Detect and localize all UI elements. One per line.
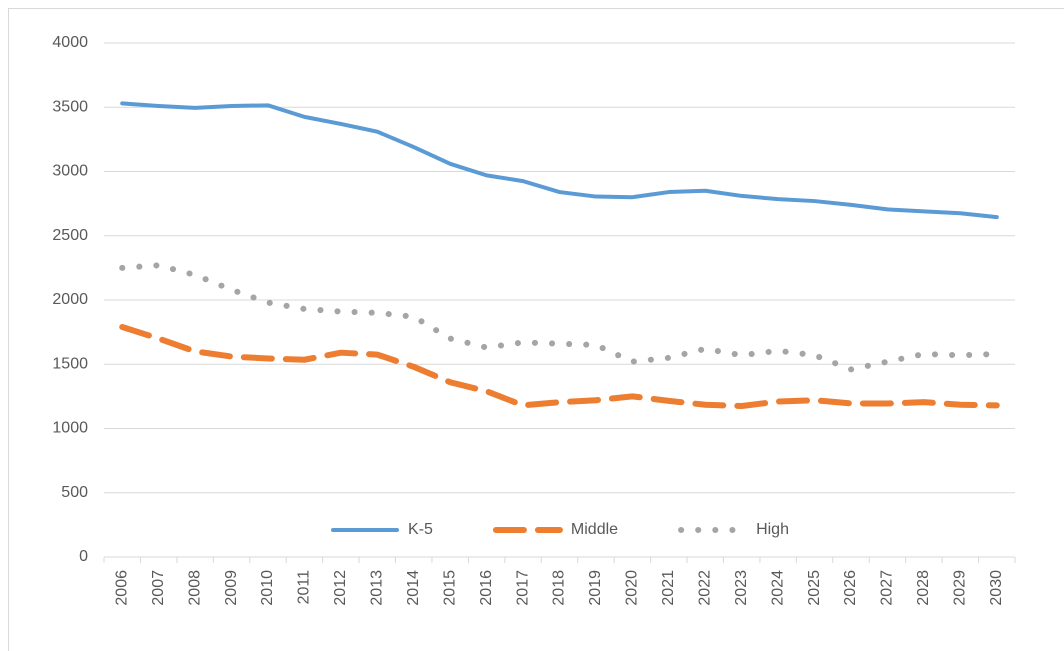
x-tick-label: 2014: [405, 570, 422, 606]
chart-border: [8, 8, 1064, 651]
y-tick-label: 1000: [52, 420, 88, 437]
x-tick-label: 2009: [223, 570, 240, 606]
legend-label: High: [756, 521, 789, 538]
x-tick-label: 2010: [259, 570, 276, 606]
line-series: [119, 323, 1000, 410]
y-tick-label: 4000: [52, 34, 88, 51]
x-tick-label: 2024: [769, 570, 786, 606]
legend-label: Middle: [571, 521, 618, 538]
x-tick-label: 2027: [879, 570, 896, 606]
y-tick-label: 1500: [52, 355, 88, 372]
x-tick-label: 2006: [113, 570, 130, 606]
x-tick-label: 2019: [587, 570, 604, 606]
x-tick-label: 2018: [551, 570, 568, 606]
x-tick-label: 2030: [988, 570, 1005, 606]
x-tick-label: 2011: [296, 570, 313, 605]
y-tick-label: 3500: [52, 98, 88, 115]
x-tick-label: 2017: [514, 570, 531, 606]
x-tick-label: 2021: [660, 570, 677, 606]
x-tick-label: 2012: [332, 570, 349, 606]
x-tick-label: 2025: [806, 570, 823, 606]
legend: K-5 Middle High: [331, 521, 789, 538]
x-tick-label: 2028: [915, 570, 932, 606]
y-tick-label: 0: [79, 548, 88, 565]
y-tick-label: 500: [61, 484, 88, 501]
x-tick-label: 2015: [441, 570, 458, 606]
x-tick-label: 2023: [733, 570, 750, 606]
line-series: [119, 262, 1000, 373]
y-tick-label: 3000: [52, 163, 88, 180]
x-tick-label: 2008: [186, 570, 203, 606]
y-tick-label: 2500: [52, 227, 88, 244]
x-tick-label: 2029: [952, 570, 969, 606]
x-tick-label: 2007: [150, 570, 167, 606]
x-tick-label: 2020: [624, 570, 641, 606]
x-tick-label: 2016: [478, 570, 495, 606]
line-series: [120, 101, 999, 220]
x-tick-label: 2013: [369, 570, 386, 606]
x-tick-label: 2022: [696, 570, 713, 606]
legend-label: K-5: [408, 521, 433, 538]
y-tick-label: 2000: [52, 291, 88, 308]
x-tick-label: 2026: [842, 570, 859, 606]
